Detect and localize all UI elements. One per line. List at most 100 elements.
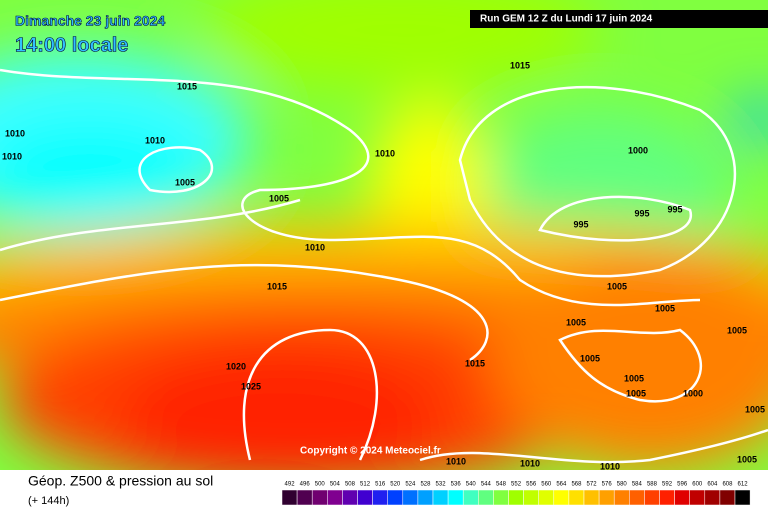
scale-label: 528 (420, 482, 431, 488)
scale-label: 572 (587, 482, 598, 488)
isobar-label: 1000 (628, 145, 648, 155)
isobar-label: 995 (573, 219, 588, 229)
isobar-label: 1005 (580, 353, 600, 363)
scale-label: 548 (496, 482, 507, 488)
scale-swatch (613, 489, 630, 506)
isobar-label: 995 (634, 208, 649, 218)
scale-swatch (493, 489, 509, 506)
scale-label: 544 (481, 482, 492, 488)
scale-label: 560 (541, 482, 552, 488)
isobar-label: 1005 (655, 303, 675, 313)
run-box (470, 10, 768, 28)
run: Run GEM 12 Z du Lundi 17 juin 2024 (480, 14, 653, 25)
scale-swatch (734, 489, 751, 506)
scale-swatch (508, 489, 524, 506)
scale-label: 520 (390, 482, 401, 488)
isobar-label: 1005 (175, 177, 195, 187)
isobar-label: 1005 (626, 388, 646, 398)
isobar-label: 1005 (737, 454, 757, 464)
scale-swatch (704, 489, 721, 506)
scale-label: 608 (722, 482, 733, 488)
scale-swatch (553, 489, 570, 506)
scale-swatch (478, 489, 494, 506)
isobar-label: 1005 (269, 193, 289, 203)
scale-swatch (523, 489, 539, 506)
scale-label: 584 (632, 482, 643, 488)
scale-label: 580 (617, 482, 628, 488)
isobar-labels: 1015 1015 1010 1010 1010 1005 1010 1000 1005 995 9… (2, 60, 765, 471)
footer-title: Géop. Z500 & pression au sol (28, 473, 213, 489)
isobar-label: 1015 (465, 358, 485, 368)
scale-label: 532 (436, 482, 447, 488)
isobar-label: 1005 (745, 404, 765, 414)
scale-swatch (659, 489, 675, 506)
date: Dimanche 23 juin 2024 (15, 13, 165, 29)
scale-swatch (432, 489, 449, 506)
scale-swatch (598, 489, 615, 506)
scale-label: 556 (526, 482, 537, 488)
time: 14:00 locale (15, 34, 128, 56)
scale-label: 564 (556, 482, 567, 488)
scale-label: 592 (662, 482, 673, 488)
scale-swatch (689, 489, 706, 506)
isobar-label: 1005 (607, 281, 627, 291)
scale-swatch (327, 489, 343, 506)
isobar-label: 1010 (600, 461, 620, 471)
isobar-label: 1010 (375, 148, 395, 158)
isobar-label: 1010 (520, 458, 540, 468)
scale-label: 536 (451, 482, 462, 488)
color-scale: 492 496 500 504 508 512 516 520 524 528 532 536 540 5… (281, 482, 751, 506)
scale-swatch (342, 489, 358, 506)
isobar-label: 1005 (727, 325, 747, 335)
scale-swatch (417, 489, 434, 506)
scale-label: 492 (285, 482, 296, 488)
isobar-label: 1015 (177, 81, 197, 91)
scale-swatch (719, 489, 736, 506)
scale-label: 500 (315, 482, 326, 488)
copyright: Copyright © 2024 Meteociel.fr (300, 446, 441, 457)
scale-swatch (447, 489, 464, 506)
scale-swatch (538, 489, 555, 506)
isobar-label: 1010 (446, 456, 466, 466)
scale-swatch (357, 489, 373, 506)
scale-swatch (311, 489, 328, 506)
scale-label: 612 (738, 482, 749, 488)
scale-label: 568 (571, 482, 582, 488)
scale-swatch (462, 489, 479, 506)
scale-label: 496 (300, 482, 311, 488)
isobar-label: 1010 (305, 242, 325, 252)
isobar-label: 1000 (683, 388, 703, 398)
scale-swatch (402, 489, 419, 506)
scale-label: 604 (707, 482, 718, 488)
scale-label: 512 (360, 482, 371, 488)
scale-swatch (372, 489, 388, 506)
scale-label: 596 (677, 482, 688, 488)
scale-swatch (583, 489, 600, 506)
isobar-label: 1015 (267, 281, 287, 291)
scale-label: 524 (405, 482, 416, 488)
scale-label: 508 (345, 482, 356, 488)
field (0, 0, 768, 470)
isobar-label: 1005 (624, 373, 644, 383)
isobar-label: 1005 (566, 317, 586, 327)
scale-label: 516 (375, 482, 386, 488)
scale-swatch (629, 489, 645, 506)
isobar-label: 1010 (145, 135, 165, 145)
isobar-label: 1020 (226, 361, 246, 371)
scale-label: 552 (511, 482, 522, 488)
footer-lead: (+ 144h) (28, 495, 69, 507)
scale-swatch (296, 489, 313, 506)
scale-label: 540 (466, 482, 477, 488)
scale-label: 576 (602, 482, 613, 488)
scale-swatch (568, 489, 585, 506)
isobar-label: 1010 (5, 128, 25, 138)
scale-swatch (644, 489, 660, 506)
scale-swatch (674, 489, 690, 506)
scale-label: 588 (647, 482, 658, 488)
isobar-label: 1010 (2, 151, 22, 161)
isobar-label: 1025 (241, 381, 261, 391)
scale-swatch (387, 489, 404, 506)
scale-label: 504 (330, 482, 341, 488)
scale-swatch (281, 489, 298, 506)
